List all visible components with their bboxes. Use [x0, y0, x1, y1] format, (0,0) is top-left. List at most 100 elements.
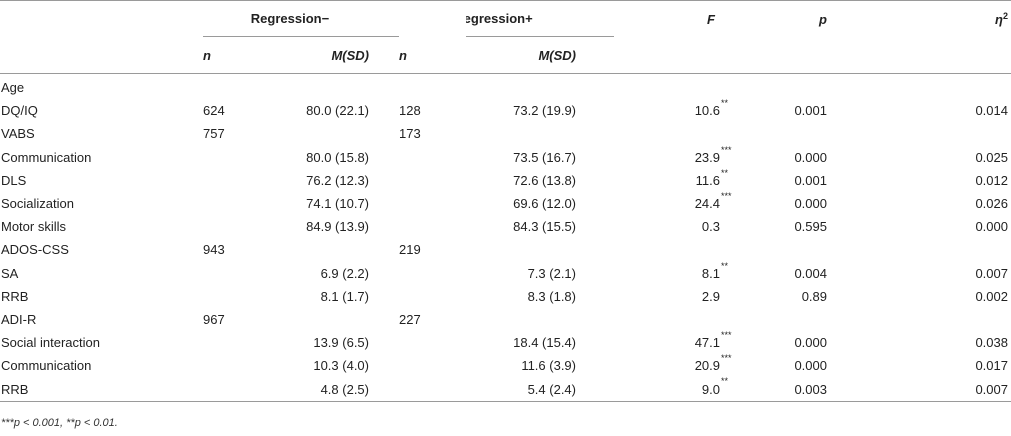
cell-msd-group2	[466, 74, 644, 100]
cell-eta: 0.002	[975, 288, 1008, 304]
cell-n-group1	[203, 285, 299, 308]
cell-eta	[886, 74, 1011, 100]
cell-f-value: 10.6	[694, 103, 720, 119]
cell-msd-group1: 13.9 (6.5)	[313, 335, 369, 351]
cell-eta	[886, 122, 1011, 145]
cell-p	[748, 308, 886, 331]
cell-f-significance: **	[721, 168, 729, 178]
cell-f: 20.9 ***	[644, 354, 748, 377]
cell-msd-group2: 69.6 (12.0)	[513, 196, 576, 212]
cell-p: 0.000	[794, 358, 827, 374]
table-row: DQ/IQ 624 80.0 (22.1) 128 73.2 (19.9) 10.6 ** 0…	[0, 99, 1011, 122]
cell-eta: 0.014	[975, 103, 1008, 119]
cell-msd-group1: 8.1 (1.7)	[320, 288, 369, 304]
cell-msd-group2: 8.3 (1.8)	[527, 288, 576, 304]
table-row: ADI-R 967 227	[0, 308, 1011, 331]
cell-n-group1: 967	[203, 311, 225, 327]
cell-msd-group2: 7.3 (2.1)	[527, 265, 576, 281]
cell-eta: 0.017	[975, 358, 1008, 374]
cell-f: 9.0 **	[644, 377, 748, 402]
cell-f: 0.3	[644, 215, 748, 238]
cell-f	[644, 122, 748, 145]
cell-msd-group1: 6.9 (2.2)	[320, 265, 369, 281]
header-msd-group1: M(SD)	[299, 37, 399, 74]
cell-f	[644, 308, 748, 331]
cell-n-group1	[203, 215, 299, 238]
cell-msd-group1: 74.1 (10.7)	[306, 196, 369, 212]
cell-msd-group1	[299, 308, 399, 331]
cell-f: 10.6 **	[644, 99, 748, 122]
table-row: Age	[0, 74, 1011, 100]
cell-f-significance: ***	[721, 191, 732, 201]
cell-msd-group2: 72.6 (13.8)	[513, 172, 576, 188]
cell-f-significance: **	[721, 261, 729, 271]
cell-f-value: 9.0	[701, 381, 720, 397]
cell-p: 0.003	[748, 377, 886, 402]
cell-f-significance: ***	[721, 331, 732, 341]
cell-msd-group2: 73.5 (16.7)	[513, 149, 576, 165]
cell-f-significance: ***	[721, 145, 732, 155]
cell-p: 0.000	[794, 335, 827, 351]
cell-msd-group1: 80.0 (15.8)	[306, 149, 369, 165]
table-row: RRB 8.1 (1.7) 8.3 (1.8) 2.9 0.89 0.002	[0, 285, 1011, 308]
table-row: DLS 76.2 (12.3) 72.6 (13.8) 11.6 ** 0.001 0.01…	[0, 169, 1011, 192]
cell-n-group2	[399, 169, 466, 192]
cell-n-group1	[203, 169, 299, 192]
cell-n-group1	[203, 354, 299, 377]
cell-f-value: 0.3	[701, 219, 720, 235]
cell-f: 8.1 **	[644, 262, 748, 285]
cell-n-group2: 173	[399, 126, 421, 142]
cell-p	[748, 122, 886, 145]
cell-n-group1	[203, 377, 299, 402]
cell-label: RRB	[0, 377, 203, 402]
cell-n-group1: 757	[203, 126, 225, 142]
cell-n-group1: 624	[203, 103, 225, 119]
cell-n-group1	[203, 192, 299, 215]
cell-label: DQ/IQ	[1, 103, 38, 119]
cell-eta: 0.007	[886, 377, 1011, 402]
cell-n-group2	[399, 377, 466, 402]
cell-n-group2	[399, 285, 466, 308]
cell-label: Socialization	[1, 196, 74, 212]
cell-msd-group1	[299, 238, 399, 261]
header-msd-group2: M(SD)	[466, 37, 644, 74]
cell-label: RRB	[1, 288, 29, 304]
cell-p: 0.001	[794, 172, 827, 188]
table-row: Communication 80.0 (15.8) 73.5 (16.7) 23.9 *…	[0, 146, 1011, 169]
header-eta: η2	[886, 0, 1011, 37]
table-row: SA 6.9 (2.2) 7.3 (2.1) 8.1 ** 0.004 0.007	[0, 262, 1011, 285]
cell-f-significance: **	[721, 99, 729, 109]
cell-f-value: 8.1	[701, 265, 720, 281]
table-row: ADOS-CSS 943 219	[0, 238, 1011, 261]
cell-label: Communication	[1, 149, 92, 165]
header-f: F	[644, 0, 748, 37]
cell-n-group2: 219	[399, 242, 421, 258]
header-group-regression-minus: Regression−	[203, 1, 399, 37]
cell-msd-group2	[466, 308, 644, 331]
cell-label: Age	[1, 80, 25, 96]
cell-eta: 0.025	[975, 149, 1008, 165]
cell-n-group2	[399, 354, 466, 377]
cell-n-group1: 943	[203, 242, 225, 258]
cell-f-significance: ***	[721, 354, 732, 364]
cell-n-group1	[203, 146, 299, 169]
cell-label: Motor skills	[1, 219, 67, 235]
table-row: Social interaction 13.9 (6.5) 18.4 (15.4) 4…	[0, 331, 1011, 354]
cell-msd-group1: 80.0 (22.1)	[306, 103, 369, 119]
header-n-group2: n	[399, 37, 466, 74]
header-n-group1: n	[203, 37, 299, 74]
cell-f: 11.6 **	[644, 169, 748, 192]
results-table: Regression− Regression+ F p η2 n M(SD) n…	[0, 0, 1011, 402]
cell-eta: 0.000	[975, 219, 1008, 235]
cell-msd-group1	[299, 122, 399, 145]
cell-p	[748, 238, 886, 261]
cell-label: SA	[1, 265, 19, 281]
header-eta-sup: 2	[1002, 10, 1008, 21]
cell-n-group1	[203, 262, 299, 285]
cell-p: 0.004	[794, 265, 827, 281]
cell-label: Communication	[1, 358, 92, 374]
cell-f	[644, 74, 748, 100]
cell-msd-group1: 10.3 (4.0)	[313, 358, 369, 374]
cell-n-group2: 128	[399, 103, 421, 119]
cell-n-group2	[399, 192, 466, 215]
